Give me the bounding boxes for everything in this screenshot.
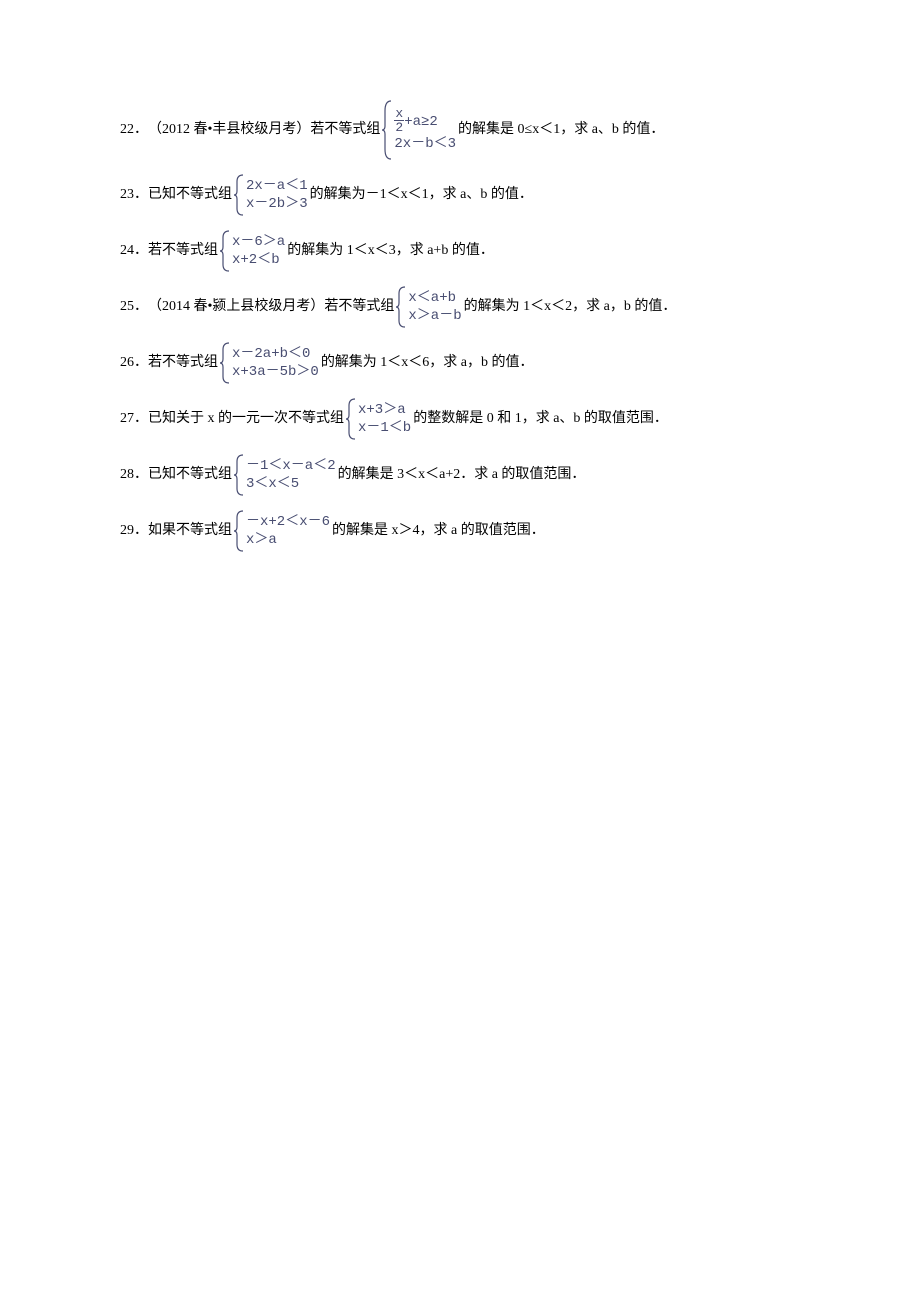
left-brace-icon	[234, 174, 244, 216]
system-line-2: 3＜x＜5	[246, 475, 336, 493]
problem-pre-text: 已知不等式组	[148, 185, 232, 205]
problem-4: 26． 若不等式组 x－2a+b＜0 x+3a－5b＞0 的解集为 1＜x＜6，…	[120, 342, 810, 384]
inequality-system: －x+2＜x－6 x＞a	[234, 510, 330, 552]
problem-number: 26．	[120, 353, 148, 373]
problem-pre-text: 若不等式组	[148, 241, 218, 261]
system-body: x2+a≥2 2x－b＜3	[392, 107, 456, 153]
system-line-1: x+3＞a	[358, 401, 411, 419]
problem-post-text: 的解集是 x＞4，求 a 的取值范围．	[332, 521, 545, 541]
problem-post-text: 的整数解是 0 和 1，求 a、b 的取值范围．	[413, 409, 668, 429]
problem-3: 25． （2014 春•颍上县校级月考） 若不等式组 x＜a+b x＞a－b 的…	[120, 286, 810, 328]
inequality-system: x－2a+b＜0 x+3a－5b＞0	[220, 342, 319, 384]
left-brace-icon	[346, 398, 356, 440]
inequality-system: －1＜x－a＜2 3＜x＜5	[234, 454, 336, 496]
problem-post-text: 的解集是 0≤x＜1，求 a、b 的值．	[458, 120, 664, 140]
problem-0: 22． （2012 春•丰县校级月考） 若不等式组 x2+a≥2 2x－b＜3 …	[120, 100, 810, 160]
left-brace-icon	[382, 100, 392, 160]
inequality-system: 2x－a＜1 x－2b＞3	[234, 174, 308, 216]
problem-5: 27． 已知关于 x 的一元一次不等式组 x+3＞a x－1＜b 的整数解是 0…	[120, 398, 810, 440]
problem-6: 28． 已知不等式组 －1＜x－a＜2 3＜x＜5 的解集是 3＜x＜a+2．求…	[120, 454, 810, 496]
system-line-2: x＞a	[246, 531, 330, 549]
problem-pre-text: 如果不等式组	[148, 521, 232, 541]
left-brace-icon	[234, 454, 244, 496]
system-line-1: x－6＞a	[232, 233, 285, 251]
problem-number: 27．	[120, 409, 148, 429]
system-line-1: 2x－a＜1	[246, 177, 308, 195]
system-line-1: x＜a+b	[408, 289, 461, 307]
problem-number: 29．	[120, 521, 148, 541]
system-line-2: x+2＜b	[232, 251, 285, 269]
problem-source: （2014 春•颍上县校级月考）	[148, 297, 324, 317]
frac-den: 2	[394, 120, 404, 135]
problem-post-text: 的解集为 1＜x＜3，求 a+b 的值．	[287, 241, 494, 261]
left-brace-icon	[234, 510, 244, 552]
problem-post-text: 的解集为－1＜x＜1，求 a、b 的值．	[310, 185, 533, 205]
system-body: －x+2＜x－6 x＞a	[244, 513, 330, 549]
inequality-system: x2+a≥2 2x－b＜3	[382, 100, 456, 160]
system-body: x－2a+b＜0 x+3a－5b＞0	[230, 345, 319, 381]
inequality-system: x＜a+b x＞a－b	[396, 286, 461, 328]
problem-pre-text: 已知不等式组	[148, 465, 232, 485]
problem-number: 28．	[120, 465, 148, 485]
system-body: 2x－a＜1 x－2b＞3	[244, 177, 308, 213]
problem-number: 23．	[120, 185, 148, 205]
system-line-1: －1＜x－a＜2	[246, 457, 336, 475]
system-body: －1＜x－a＜2 3＜x＜5	[244, 457, 336, 493]
system-line-2: x＞a－b	[408, 307, 461, 325]
system-line-2: x－2b＞3	[246, 195, 308, 213]
system-line-2: 2x－b＜3	[394, 135, 456, 153]
problem-pre-text: 若不等式组	[148, 353, 218, 373]
problem-1: 23． 已知不等式组 2x－a＜1 x－2b＞3 的解集为－1＜x＜1，求 a、…	[120, 174, 810, 216]
system-line-2: x－1＜b	[358, 419, 411, 437]
line1-tail: +a≥2	[404, 114, 438, 130]
problem-pre-text: 已知关于 x 的一元一次不等式组	[148, 409, 344, 429]
system-body: x＜a+b x＞a－b	[406, 289, 461, 325]
problem-source: （2012 春•丰县校级月考）	[148, 120, 310, 140]
system-body: x+3＞a x－1＜b	[356, 401, 411, 437]
problem-number: 22．	[120, 120, 148, 140]
system-line-2: x+3a－5b＞0	[232, 363, 319, 381]
inequality-system: x－6＞a x+2＜b	[220, 230, 285, 272]
problem-pre-text: 若不等式组	[310, 120, 380, 140]
system-body: x－6＞a x+2＜b	[230, 233, 285, 269]
system-line-1: x－2a+b＜0	[232, 345, 319, 363]
left-brace-icon	[396, 286, 406, 328]
system-line-1: x2+a≥2	[394, 107, 456, 135]
problem-post-text: 的解集为 1＜x＜6，求 a，b 的值．	[321, 353, 534, 373]
fraction: x2	[394, 107, 404, 135]
left-brace-icon	[220, 230, 230, 272]
problem-2: 24． 若不等式组 x－6＞a x+2＜b 的解集为 1＜x＜3，求 a+b 的…	[120, 230, 810, 272]
problem-post-text: 的解集为 1＜x＜2，求 a，b 的值．	[464, 297, 677, 317]
problem-pre-text: 若不等式组	[324, 297, 394, 317]
problem-7: 29． 如果不等式组 －x+2＜x－6 x＞a 的解集是 x＞4，求 a 的取值…	[120, 510, 810, 552]
inequality-system: x+3＞a x－1＜b	[346, 398, 411, 440]
system-line-1: －x+2＜x－6	[246, 513, 330, 531]
frac-num: x	[394, 107, 404, 121]
left-brace-icon	[220, 342, 230, 384]
problem-number: 24．	[120, 241, 148, 261]
problem-post-text: 的解集是 3＜x＜a+2．求 a 的取值范围．	[338, 465, 586, 485]
problem-number: 25．	[120, 297, 148, 317]
